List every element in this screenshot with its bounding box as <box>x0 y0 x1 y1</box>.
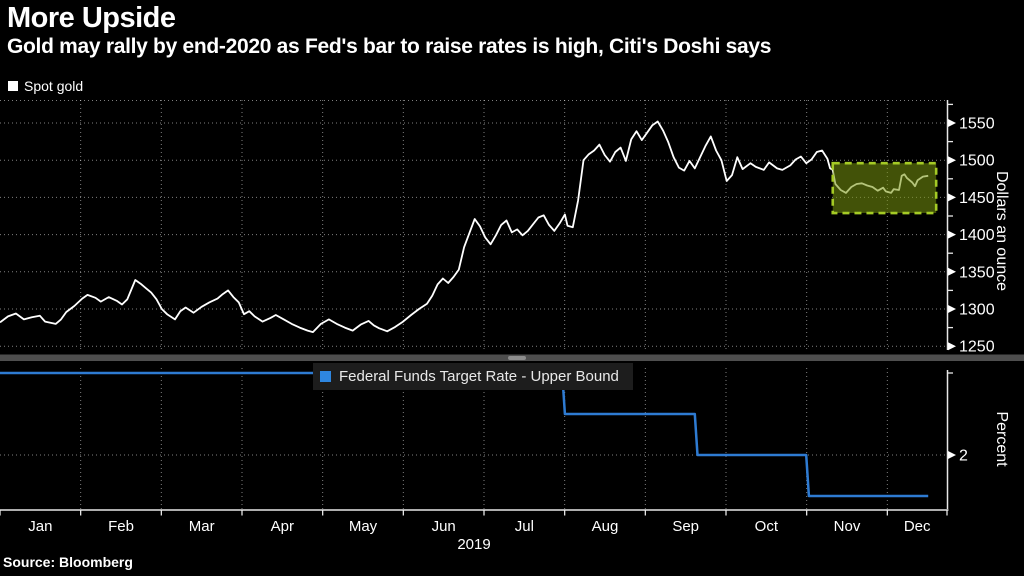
month-label-jun: Jun <box>432 518 456 535</box>
chart-subtitle: Gold may rally by end-2020 as Fed's bar … <box>7 35 772 58</box>
spot-gold-legend: Spot gold <box>8 78 83 94</box>
panel-separator-handle[interactable] <box>508 356 526 360</box>
spot-gold-line <box>0 120 929 334</box>
fed-y-axis-title: Percent <box>993 411 1010 467</box>
x-axis: Jan Feb Mar Apr May Jun Jul Aug Sep Oct Nov Dec <box>0 509 949 535</box>
month-label-dec: Dec <box>904 518 931 535</box>
month-label-feb: Feb <box>108 518 134 535</box>
nov-dec-highlight-box <box>831 161 938 215</box>
month-label-jan: Jan <box>28 518 52 535</box>
source-attribution: Source: Bloomberg <box>3 554 133 570</box>
spot-gold-legend-marker-icon <box>8 81 18 91</box>
month-label-sep: Sep <box>672 518 699 535</box>
gold-y-axis: 1250 1300 1350 1400 1450 1500 1550 <box>946 100 995 356</box>
gold-y-tick-label: 1250 <box>959 339 995 356</box>
x-axis-year-label: 2019 <box>457 536 491 553</box>
gold-y-tick-label: 1400 <box>959 227 995 244</box>
gold-y-tick-label: 1350 <box>959 264 995 281</box>
fed-y-axis: 2 <box>946 370 968 509</box>
month-label-oct: Oct <box>755 518 779 535</box>
gold-y-tick-label: 1500 <box>959 153 995 170</box>
month-label-may: May <box>349 518 378 535</box>
gold-y-tick-label: 1550 <box>959 116 995 133</box>
month-label-nov: Nov <box>834 518 861 535</box>
month-label-jul: Jul <box>515 518 534 535</box>
fed-funds-legend-marker-icon <box>320 371 331 382</box>
fed-funds-legend-label: Federal Funds Target Rate - Upper Bound <box>339 368 619 385</box>
month-label-apr: Apr <box>271 518 294 535</box>
spot-gold-legend-label: Spot gold <box>24 78 84 94</box>
gold-y-tick-label: 1300 <box>959 302 995 319</box>
month-label-mar: Mar <box>189 518 215 535</box>
gold-y-tick-label: 1450 <box>959 190 995 207</box>
fed-y-tick-label: 2 <box>959 448 968 465</box>
month-label-aug: Aug <box>592 518 619 535</box>
fed-funds-legend: Federal Funds Target Rate - Upper Bound <box>313 363 633 390</box>
gold-y-axis-title: Dollars an ounce <box>993 170 1010 292</box>
gold-chart-gridlines <box>0 100 947 352</box>
fed-funds-line <box>0 371 929 498</box>
chart-title: More Upside <box>7 2 176 34</box>
